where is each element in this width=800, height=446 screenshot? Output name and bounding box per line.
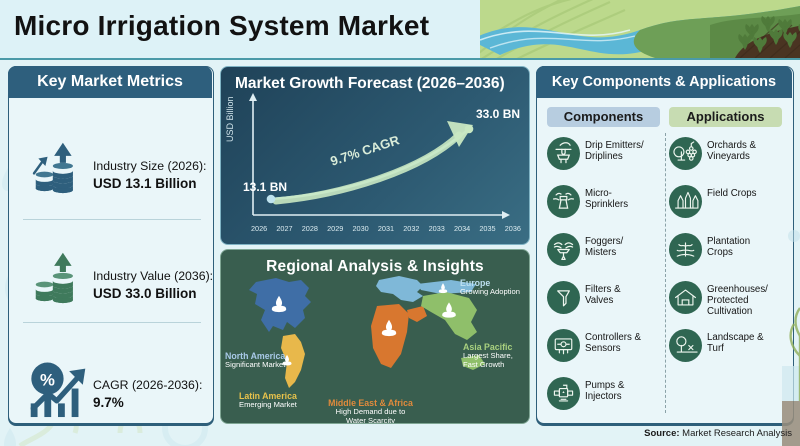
svg-text:%: % <box>40 370 55 389</box>
